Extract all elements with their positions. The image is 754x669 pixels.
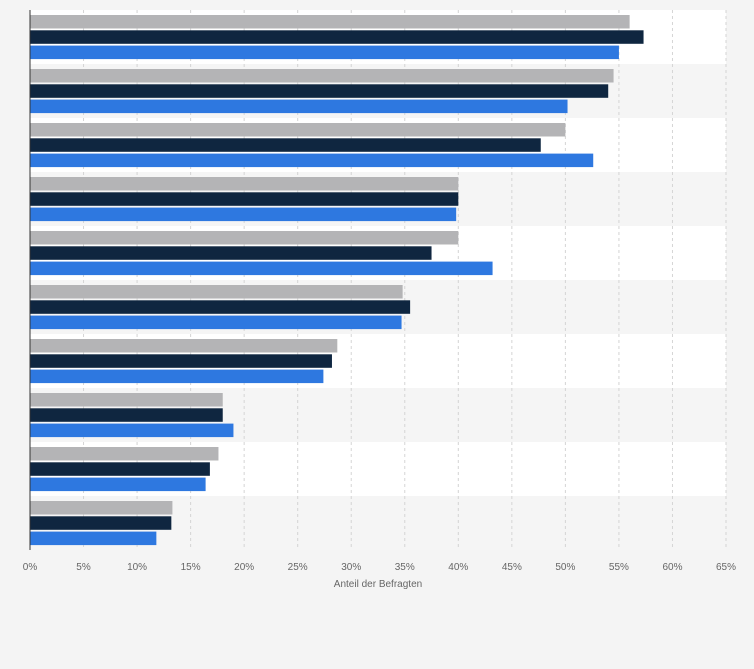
bar [30,339,338,353]
bar [30,408,223,422]
bars [30,15,644,546]
bar [30,138,541,152]
bar [30,261,493,276]
x-tick-label: 30% [341,562,361,573]
x-tick-label: 50% [555,562,575,573]
x-tick-label: 20% [234,562,254,573]
bar [30,516,172,530]
x-tick-label: 45% [502,562,522,573]
x-tick-label: 40% [448,562,468,573]
x-tick-label: 35% [395,562,415,573]
x-tick-label: 10% [127,562,147,573]
x-tick-label: 5% [76,562,91,573]
bar [30,447,219,461]
bar [30,231,459,245]
bar [30,123,566,137]
bar [30,69,614,83]
bar [30,315,402,330]
x-tick-label: 55% [609,562,629,573]
bar [30,30,644,44]
bar [30,207,457,222]
x-tick-label: 0% [23,562,38,573]
bar [30,462,210,476]
x-tick-label: 25% [288,562,308,573]
bar [30,501,173,515]
bar [30,285,403,299]
bar [30,300,411,314]
bar [30,531,157,546]
bar [30,477,206,492]
bar [30,246,432,260]
x-tick-label: 15% [181,562,201,573]
bar [30,192,459,206]
x-tick-label: 60% [662,562,682,573]
bar [30,354,332,368]
bar [30,393,223,407]
bar [30,369,324,384]
bar [30,177,459,191]
bar [30,45,619,60]
bar [30,15,630,29]
x-tick-labels: 0% 5% 10% 15% 20% 25% 30% 35% 40% 45% 50% 55% 60% 65% [23,562,736,573]
bar [30,84,609,98]
x-tick-label: 65% [716,562,736,573]
bar [30,153,594,168]
bar [30,99,568,114]
bar [30,423,234,438]
x-axis-title: Anteil der Befragten [334,579,422,590]
